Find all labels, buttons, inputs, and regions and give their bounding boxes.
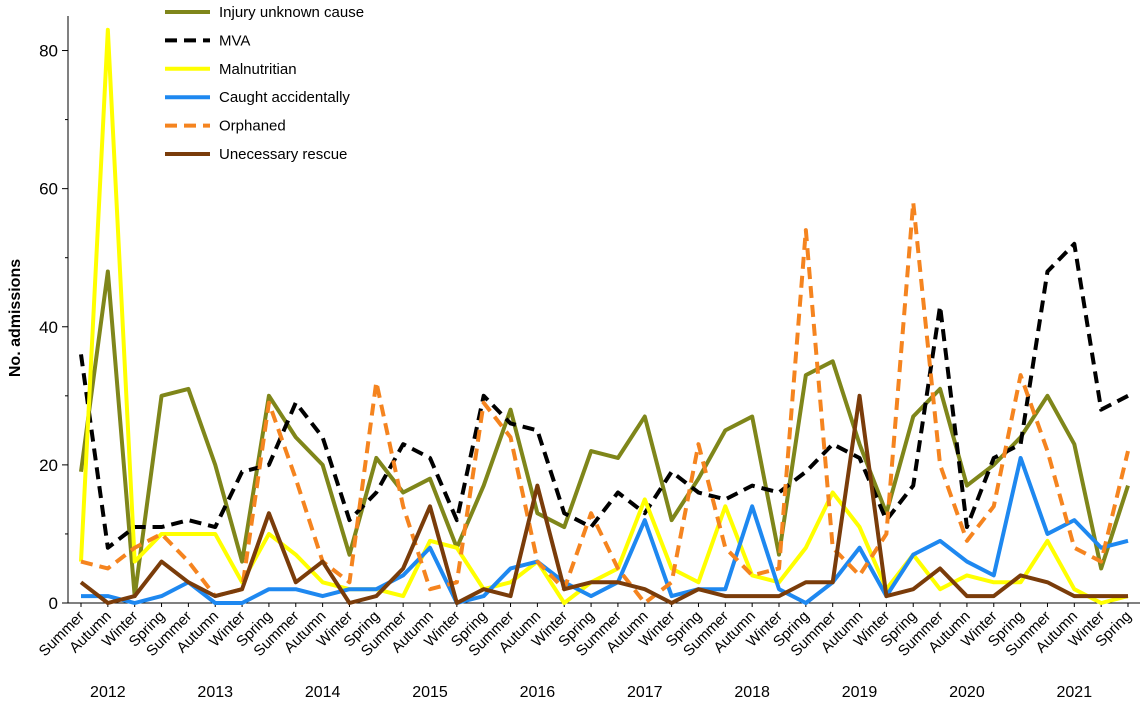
year-label: 2018 bbox=[734, 684, 770, 701]
year-label: 2013 bbox=[197, 684, 233, 701]
year-label: 2017 bbox=[627, 684, 663, 701]
year-label: 2020 bbox=[949, 684, 985, 701]
legend-label: Caught accidentally bbox=[219, 89, 350, 106]
legend-label: Unecessary rescue bbox=[219, 146, 347, 163]
legend-label: Orphaned bbox=[219, 118, 286, 135]
y-axis-label: No. admissions bbox=[7, 259, 24, 377]
y-tick-label: 60 bbox=[39, 180, 58, 199]
series-line bbox=[81, 455, 1129, 605]
legend-label: Injury unknown cause bbox=[219, 4, 364, 21]
y-tick-label: 40 bbox=[39, 318, 58, 337]
year-label: 2021 bbox=[1057, 684, 1093, 701]
series-line bbox=[79, 269, 1130, 599]
year-label: 2016 bbox=[520, 684, 556, 701]
y-tick-label: 80 bbox=[39, 42, 58, 61]
year-label: 2019 bbox=[842, 684, 878, 701]
legend-label: MVA bbox=[219, 32, 250, 49]
year-label: 2014 bbox=[305, 684, 341, 701]
legend-label: Malnutritian bbox=[219, 61, 297, 78]
year-label: 2012 bbox=[90, 684, 126, 701]
series-line bbox=[79, 241, 1129, 550]
y-tick-label: 0 bbox=[49, 594, 58, 613]
series-line bbox=[79, 393, 1128, 605]
y-tick-label: 20 bbox=[39, 456, 58, 475]
year-label: 2015 bbox=[412, 684, 448, 701]
series-line bbox=[80, 200, 1130, 605]
